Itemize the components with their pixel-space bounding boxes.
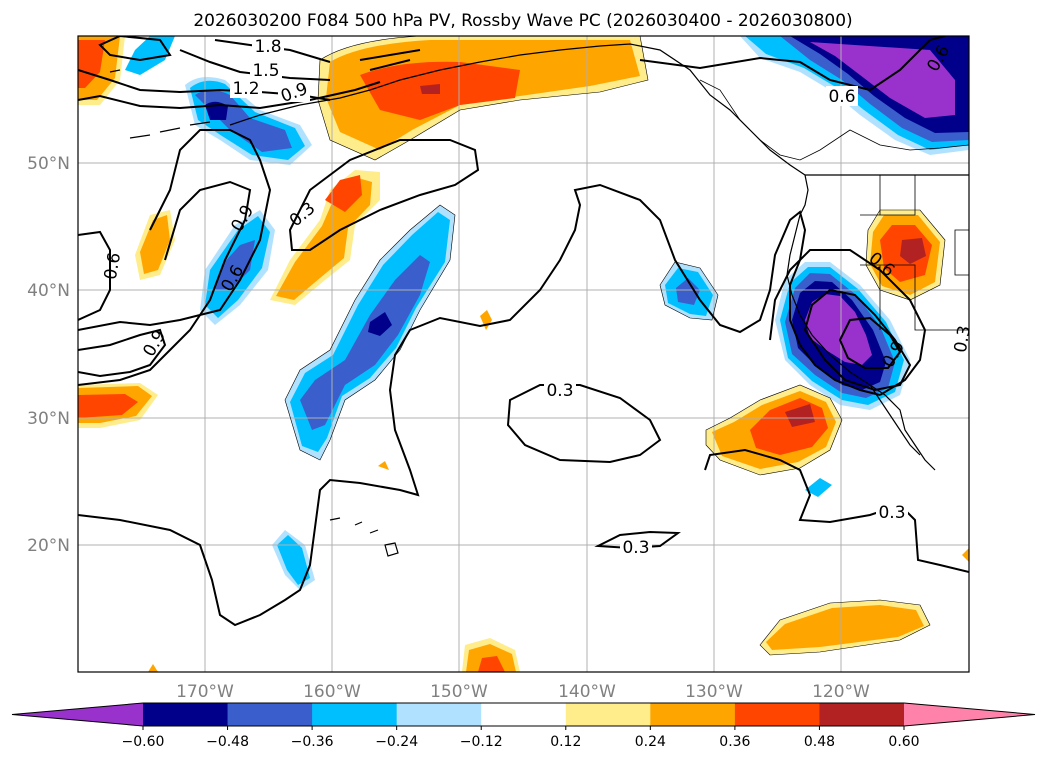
anomaly-orange-148w-core: [478, 656, 505, 672]
colorbar-segment: [734, 703, 820, 726]
anomaly-blue-hawaii-mid: [277, 535, 310, 585]
map-frame: [77, 35, 970, 673]
anomaly-blue-133w-core: [676, 278, 700, 305]
colorbar-segment: [143, 703, 229, 726]
anomaly-cali-purple: [805, 294, 872, 365]
contour-1-5: [179, 49, 411, 81]
colorbar-segment: [565, 703, 651, 726]
anomaly-blue-155w-dark: [368, 312, 392, 336]
anomaly-orange-30n-core: [78, 394, 138, 418]
contour-cali-inner-1: [803, 288, 912, 392]
contour-label: 0.3: [878, 503, 905, 523]
contour-0-6-170w-b: [78, 129, 272, 331]
colorbar-tick-label: 0.24: [635, 734, 666, 750]
west-coast: [786, 214, 936, 471]
contour-label: 0.3: [622, 538, 649, 558]
contour-0-9-lower: [78, 328, 167, 378]
latitude-labels: 50°N 40°N 30°N 20°N: [27, 154, 70, 556]
map-panel: 1.8 1.5 1.2 0.9 0.6 0.9 0.3 0.6 0.6 0.9 …: [77, 35, 975, 673]
pv-contours: [78, 36, 969, 627]
colorbar-extend-max: [904, 703, 1035, 726]
anomaly-speck-4: [962, 548, 969, 562]
colorbar-segment: [227, 703, 313, 726]
colorbar-tick-label: −0.12: [460, 734, 503, 750]
baja: [869, 384, 921, 456]
contour-cali-outer: [769, 249, 927, 396]
colorbar-tick-label: 0.48: [804, 734, 835, 750]
colorbar-extend-min: [12, 703, 143, 726]
aleutians: [109, 69, 211, 139]
colorbar-tick-label: 0.36: [719, 734, 750, 750]
lon-label: 130°W: [685, 682, 743, 702]
colorbar-tick-label: 0.60: [888, 734, 919, 750]
contour-label: 0.3: [951, 324, 975, 354]
lat-label: 30°N: [27, 409, 70, 429]
colorbar-tick-label: −0.60: [122, 734, 165, 750]
coastlines: [109, 43, 969, 557]
lon-label: 150°W: [430, 682, 488, 702]
bc-coast: [799, 174, 809, 216]
contour-0-9-top: [78, 81, 381, 110]
contour-label: 0.3: [546, 381, 573, 401]
contour-label: 1.8: [254, 37, 281, 57]
contour-0-6-170w: [78, 230, 111, 321]
colorbar: −0.60 −0.48 −0.36 −0.24 −0.12 0.12 0.24 0.36 0.4…: [11, 702, 1036, 750]
anomaly-nw-blue: [125, 36, 175, 75]
longitude-labels: 170°W 160°W 150°W 140°W 130°W 120°W: [176, 682, 870, 702]
hawaii: [329, 517, 399, 557]
anomaly-blue-170w-core: [215, 240, 255, 290]
colorbar-tick-label: −0.48: [206, 734, 249, 750]
contour-0-3-loop-north: [288, 139, 480, 251]
contour-0-6-top: [98, 36, 172, 62]
lat-label: 40°N: [27, 281, 70, 301]
colorbar-tick-label: 0.12: [550, 734, 581, 750]
graticule: [78, 36, 969, 672]
contour-0-6-ne: [639, 36, 946, 92]
lon-label: 170°W: [176, 682, 234, 702]
anomaly-speck-2: [378, 461, 389, 470]
colorbar-segment: [312, 703, 398, 726]
contour-cali-inner-2: [838, 316, 902, 369]
anomaly-gulf-dark: [420, 84, 440, 94]
contour-label: 1.2: [232, 79, 259, 99]
anomaly-orange-115w-dark: [900, 238, 926, 264]
lon-label: 140°W: [558, 682, 616, 702]
colorbar-segment: [819, 703, 905, 726]
anomaly-ne-purple: [810, 42, 955, 118]
contour-label: 0.6: [828, 87, 855, 107]
anomaly-orange-streak-core: [325, 175, 362, 212]
anomaly-orange-small-mid: [140, 215, 170, 274]
contour-label: 1.5: [252, 61, 279, 81]
anomaly-speck-3: [805, 478, 832, 497]
contour-0-3-lower-right: [704, 448, 969, 573]
colorbar-tick-label: −0.36: [291, 734, 334, 750]
lat-label: 20°N: [27, 536, 70, 556]
anomaly-nw-core: [78, 40, 105, 88]
lon-label: 120°W: [812, 682, 870, 702]
lon-label: 160°W: [303, 682, 361, 702]
contour-0-3-main: [78, 183, 881, 627]
canada-coast-detail: [699, 79, 969, 161]
colorbar-segment: [396, 703, 482, 726]
anomaly-speck-5: [148, 664, 158, 672]
map-title: 2026030200 F084 500 hPa PV, Rossby Wave …: [193, 11, 852, 31]
colorbar-tick-label: −0.24: [375, 734, 418, 750]
contour-label: 0.6: [101, 251, 125, 281]
anomaly-orange-125w-dark: [785, 404, 815, 427]
contour-0-9-170w: [78, 180, 252, 386]
lat-label: 50°N: [27, 154, 70, 174]
anomaly-orange-15n-mid: [766, 605, 924, 650]
colorbar-segment: [481, 703, 567, 726]
colorbar-segment: [650, 703, 736, 726]
